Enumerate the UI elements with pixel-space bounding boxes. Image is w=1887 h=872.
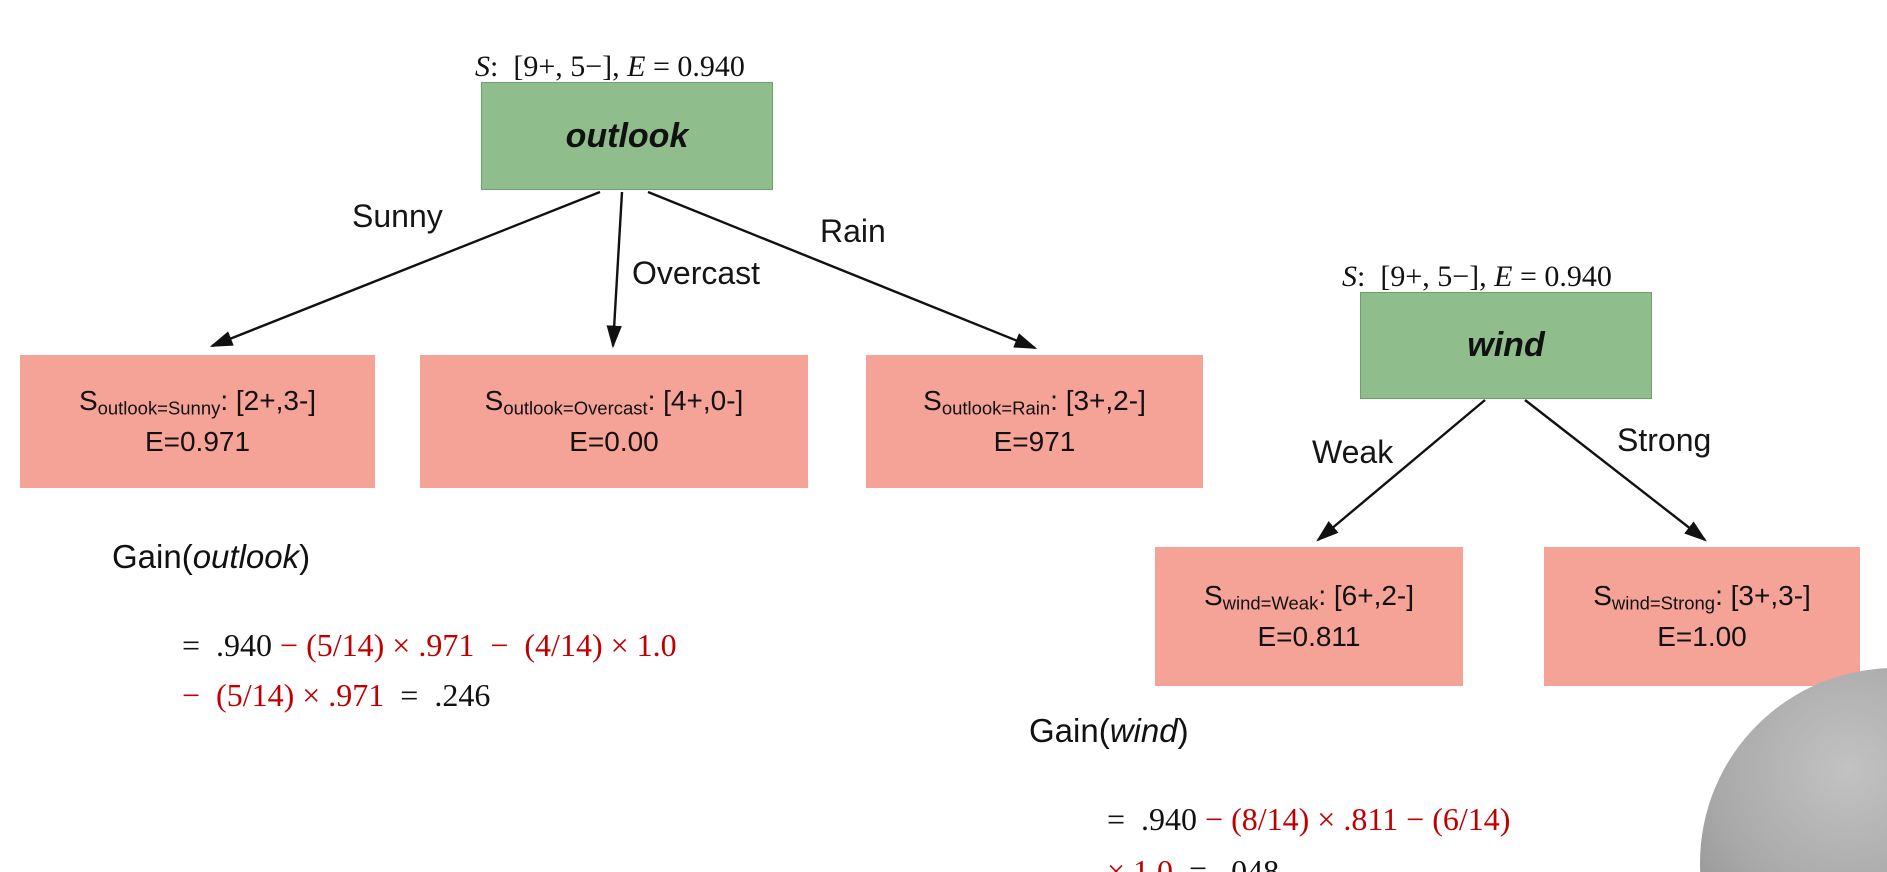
leaf-entropy-line: E=0.00	[569, 425, 659, 457]
gain-formula-line-1: = .940 − (8/14) × .811 − (6/14)	[1107, 801, 1511, 837]
leaf-node-outlook-sunny: Soutlook=Sunny: [2+,3-] E=0.971	[20, 355, 375, 488]
branch-label-overcast: Overcast	[632, 255, 761, 291]
entropy-header-wind: S: [9+, 5−], E = 0.940	[1342, 260, 1612, 293]
leaf-entropy-line: E=1.00	[1657, 620, 1747, 652]
leaf-subset-line: Swind=Strong: [3+,3-]	[1593, 579, 1811, 614]
set-symbol: S	[1342, 260, 1357, 293]
leaf-node-wind-strong: Swind=Strong: [3+,3-] E=1.00	[1544, 547, 1860, 686]
root-node-label: wind	[1467, 326, 1545, 364]
leaf-node-outlook-rain: Soutlook=Rain: [3+,2-] E=971	[866, 355, 1203, 488]
branch-label-strong: Strong	[1617, 422, 1712, 458]
gain-formula-line-2: × 1.0 = .048	[1107, 853, 1280, 872]
entropy-header-outlook: S: [9+, 5−], E = 0.940	[475, 50, 745, 83]
gain-formula-line-1: = .940 − (5/14) × .971 − (4/14) × 1.0	[182, 627, 677, 663]
leaf-node-outlook-overcast: Soutlook=Overcast: [4+,0-] E=0.00	[420, 355, 808, 488]
entropy-symbol: E	[627, 50, 646, 83]
root-node-label: outlook	[565, 116, 689, 155]
leaf-subset-line: Soutlook=Overcast: [4+,0-]	[484, 384, 744, 419]
leaf-subset-line: Soutlook=Rain: [3+,2-]	[923, 384, 1146, 419]
branch-label-rain: Rain	[820, 213, 886, 249]
leaf-entropy-line: E=0.971	[144, 425, 251, 457]
leaf-subset-line: Soutlook=Sunny: [2+,3-]	[78, 384, 317, 419]
edge-wind-strong	[1524, 399, 1707, 542]
branch-label-weak: Weak	[1312, 434, 1394, 470]
leaf-node-wind-weak: Swind=Weak: [6+,2-] E=0.811	[1155, 547, 1463, 686]
gray-sphere	[1700, 668, 1887, 872]
root-node-outlook: outlook	[481, 82, 773, 190]
leaf-entropy-line: E=971	[993, 425, 1076, 457]
root-node-wind: wind	[1360, 292, 1652, 399]
branch-label-sunny: Sunny	[352, 198, 443, 234]
entropy-symbol: E	[1494, 260, 1513, 293]
gain-title-outlook: Gain(outlook)	[112, 538, 311, 575]
gain-formula-line-2: − (5/14) × .971 = .246	[182, 677, 491, 713]
leaf-subset-line: Swind=Weak: [6+,2-]	[1203, 579, 1415, 614]
leaf-entropy-line: E=0.811	[1257, 620, 1361, 652]
edge-outlook-overcast	[606, 191, 624, 349]
set-symbol: S	[475, 50, 490, 83]
gain-title-wind: Gain(wind)	[1029, 712, 1189, 749]
